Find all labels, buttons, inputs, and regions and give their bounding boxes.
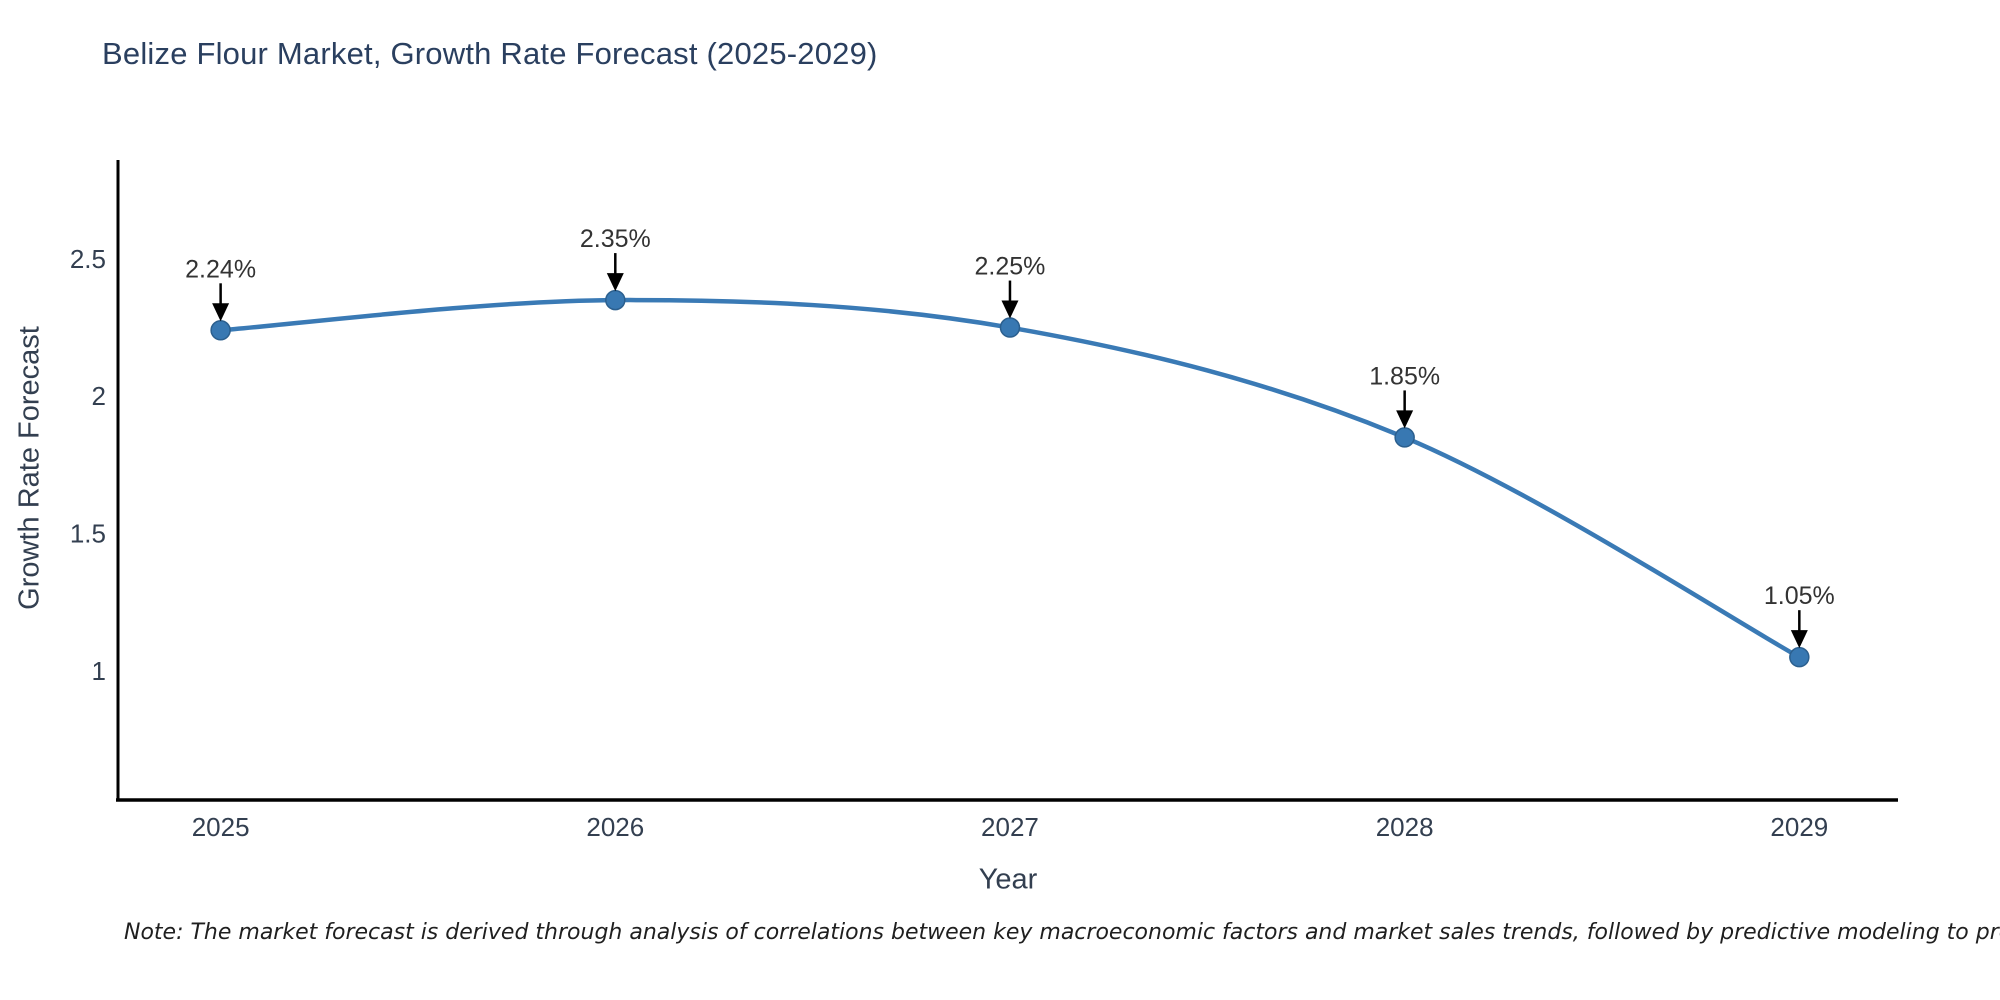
x-axis-title: Year: [978, 863, 1038, 896]
y-axis-title: Growth Rate Forecast: [13, 326, 46, 610]
x-tick-label: 2028: [1376, 812, 1434, 842]
data-point-2028: [1394, 427, 1415, 448]
y-tick-label: 2.5: [70, 244, 106, 274]
data-point-2026: [605, 289, 626, 311]
x-tick-label: 2025: [192, 812, 250, 842]
y-tick-label: 1.5: [70, 519, 106, 549]
x-tick-label: 2026: [586, 812, 644, 842]
annotation-label-2027: 2.25%: [975, 253, 1046, 281]
data-point-2029: [1789, 646, 1810, 668]
x-tick-label: 2027: [981, 812, 1039, 842]
annotation-label-2026: 2.35%: [580, 225, 651, 253]
chart-title: Belize Flour Market, Growth Rate Forecas…: [102, 36, 878, 71]
annotation-label-2025: 2.24%: [185, 255, 256, 283]
annotation-arrowhead-2027: [1001, 300, 1019, 319]
annotation-arrowhead-2025: [212, 303, 230, 322]
footnote-text: Note: The market forecast is derived thr…: [124, 920, 2000, 945]
data-point-2027: [999, 317, 1021, 338]
y-tick-label: 2: [92, 381, 106, 411]
data-point-2025: [210, 320, 231, 341]
annotation-arrowhead-2029: [1790, 630, 1808, 649]
y-tick-label: 1: [92, 656, 106, 686]
annotation-label-2029: 1.05%: [1764, 582, 1835, 610]
annotation-arrowhead-2026: [606, 273, 624, 292]
forecast-line: [218, 297, 1802, 660]
annotation-label-2028: 1.85%: [1369, 362, 1440, 390]
x-tick-label: 2029: [1770, 812, 1828, 842]
annotation-arrowhead-2028: [1396, 410, 1414, 429]
